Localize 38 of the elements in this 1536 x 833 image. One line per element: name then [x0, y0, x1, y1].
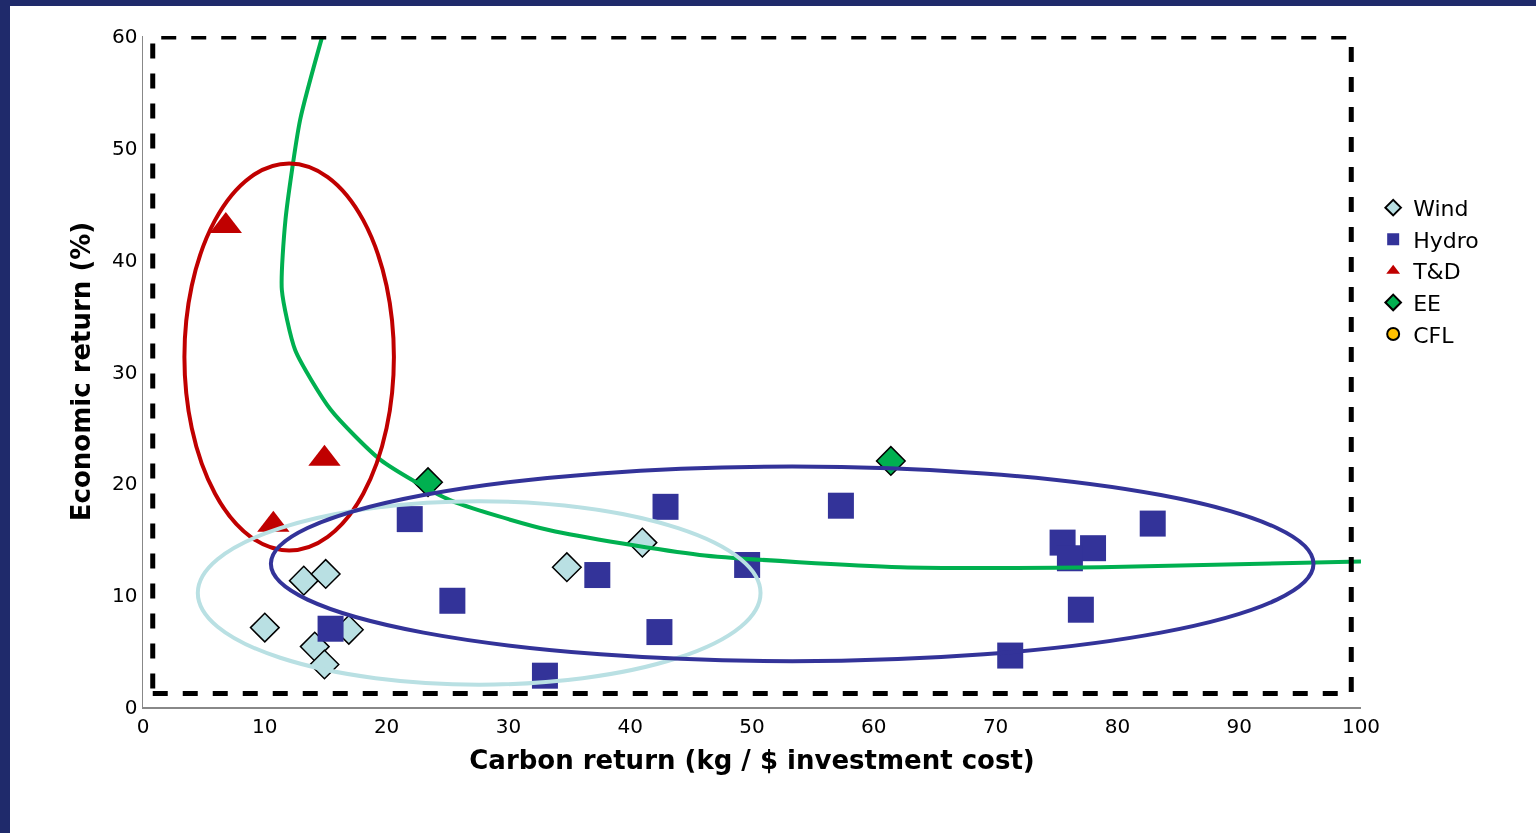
legend-label: EE: [1413, 291, 1441, 317]
x-tick-label: 40: [617, 713, 643, 738]
legend-label: Wind: [1413, 196, 1469, 222]
point: [652, 493, 679, 520]
y-tick-label: 50: [112, 135, 138, 160]
y-tick-label: 30: [112, 359, 138, 384]
x-tick-label: 70: [982, 713, 1009, 738]
x-tick-label: 80: [1104, 713, 1131, 738]
point: [584, 562, 611, 589]
point: [288, 565, 319, 596]
y-tick-label: 40: [112, 247, 138, 272]
point: [1080, 535, 1107, 562]
point: [317, 615, 344, 642]
y-tick-label: 60: [112, 24, 138, 48]
point: [1067, 596, 1094, 623]
x-axis-title: Carbon return (kg / $ investment cost): [469, 744, 1035, 775]
x-tick-label: 30: [495, 713, 522, 738]
y-tick-label: 20: [112, 471, 138, 496]
x-tick-label: 100: [1341, 713, 1381, 738]
x-tick-label: 10: [252, 713, 278, 738]
point: [551, 552, 582, 583]
point: [827, 492, 854, 519]
point: [439, 587, 466, 614]
legend-label: CFL: [1413, 322, 1455, 348]
x-tick-label: 20: [373, 713, 400, 738]
x-tick-label: 50: [739, 713, 765, 738]
point: [646, 619, 673, 646]
y-tick-label: 10: [112, 583, 138, 608]
y-tick-label: 0: [124, 695, 138, 719]
point: [396, 506, 423, 533]
x-tick-label: 90: [1226, 713, 1252, 738]
legend-label: T&D: [1412, 259, 1461, 285]
legend-label: Hydro: [1413, 227, 1479, 253]
point: [249, 612, 280, 643]
y-axis-title: Economic return (%): [65, 221, 96, 522]
point: [1139, 510, 1166, 537]
point: [310, 558, 341, 589]
x-tick-label: 60: [861, 713, 887, 738]
